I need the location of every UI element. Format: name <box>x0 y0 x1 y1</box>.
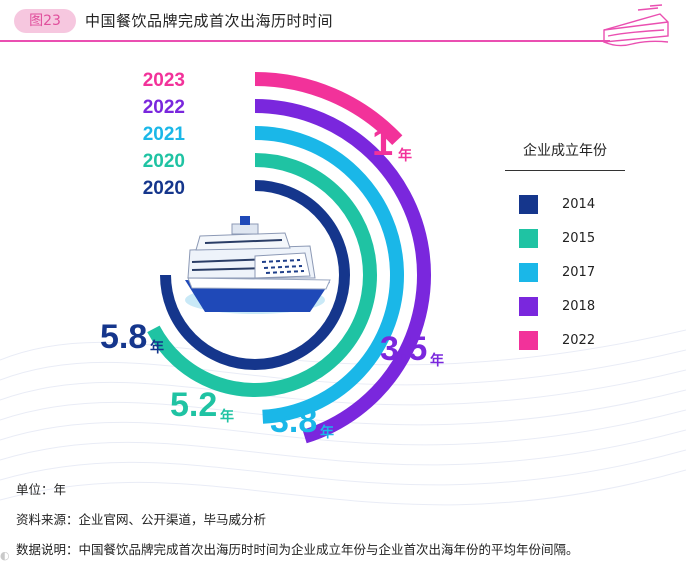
legend-swatch <box>519 296 538 316</box>
value-unit-label: 年 <box>430 352 444 369</box>
legend-label: 2022 <box>562 332 596 348</box>
header-divider <box>0 40 610 42</box>
data-note: 数据说明：中国餐饮品牌完成首次出海历时时间为企业成立年份与企业首次出海年份的平均… <box>16 542 579 557</box>
legend-title: 企业成立年份 <box>523 143 607 159</box>
first-overseas-year-label: 2020 <box>143 178 185 199</box>
value-unit-label: 年 <box>150 339 164 356</box>
legend-swatch <box>519 194 538 214</box>
value-unit-label: 年 <box>220 408 234 425</box>
value-label: 3.8 <box>270 402 317 440</box>
watermark-icon: ◐ <box>0 549 10 562</box>
arc-bar-2018 <box>254 99 431 444</box>
legend-label: 2018 <box>562 298 596 314</box>
legend-item: 2017 <box>505 255 635 289</box>
cake-slice-icon <box>603 4 669 47</box>
first-overseas-year-label: 2022 <box>143 97 185 118</box>
footnotes: 单位：年 资料来源：企业官网、公开渠道，毕马威分析 数据说明：中国餐饮品牌完成首… <box>16 481 579 571</box>
first-overseas-year-label: 2021 <box>143 124 186 145</box>
legend-label: 2015 <box>562 230 596 246</box>
value-label: 5.2 <box>170 386 217 424</box>
legend-swatch <box>519 262 538 282</box>
legend-item: 2014 <box>505 187 635 221</box>
value-label: 3.5 <box>380 330 427 368</box>
first-overseas-year-label: 2023 <box>143 70 185 91</box>
source-note: 资料来源：企业官网、公开渠道，毕马威分析 <box>16 512 267 527</box>
value-unit-label: 年 <box>398 147 412 164</box>
legend-label: 2014 <box>562 196 596 212</box>
first-overseas-year-label: 2020 <box>143 151 185 172</box>
legend: 企业成立年份 2014 2015 2017 2018 2022 <box>505 140 635 357</box>
arc-bar-2014 <box>160 180 350 370</box>
legend-swatch <box>519 228 538 248</box>
value-unit-label: 年 <box>320 424 334 441</box>
arc-bar-2017 <box>254 126 404 424</box>
figure-header: 图23 中国餐饮品牌完成首次出海历时时间 <box>0 0 686 47</box>
legend-item: 2022 <box>505 323 635 357</box>
unit-note: 单位：年 <box>16 482 67 497</box>
figure-title: 中国餐饮品牌完成首次出海历时时间 <box>85 12 334 30</box>
legend-item: 2018 <box>505 289 635 323</box>
arc-bar-2015 <box>147 153 377 397</box>
legend-swatch <box>519 330 538 350</box>
value-label: 5.8 <box>100 318 147 356</box>
value-label: 1 <box>372 122 393 164</box>
arc-bar-2022 <box>254 72 403 146</box>
legend-label: 2017 <box>562 264 596 280</box>
legend-divider <box>505 170 625 171</box>
figure-number-badge: 图23 <box>14 9 76 33</box>
legend-item: 2015 <box>505 221 635 255</box>
cruise-ship-icon <box>171 191 339 359</box>
